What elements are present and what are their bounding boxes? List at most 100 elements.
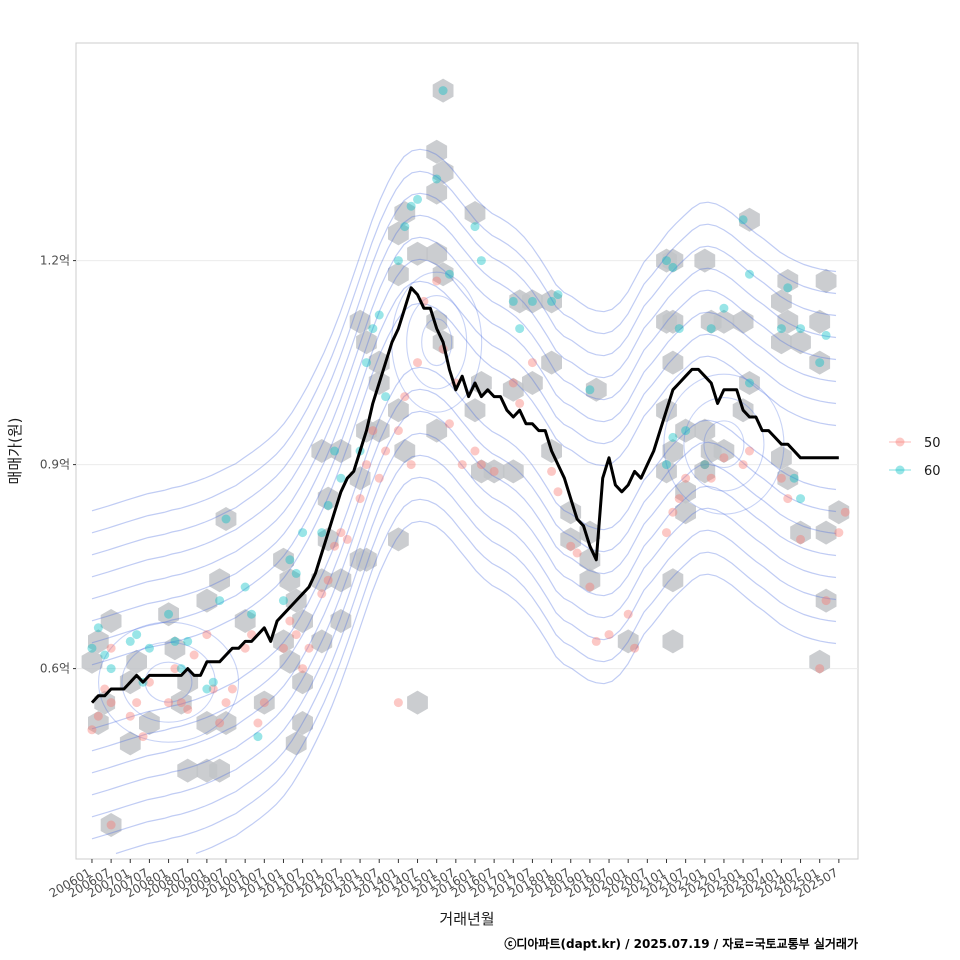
point-50 — [553, 487, 563, 497]
point-50 — [336, 528, 346, 538]
point-50 — [623, 609, 633, 619]
point-60 — [796, 324, 806, 334]
point-50 — [215, 718, 225, 728]
hexbin-cell — [88, 711, 109, 735]
point-60 — [144, 643, 154, 653]
point-50 — [700, 460, 710, 470]
density-contour — [91, 192, 837, 556]
point-50 — [508, 378, 518, 388]
point-60 — [240, 582, 250, 592]
point-50 — [706, 473, 716, 483]
point-60 — [247, 609, 257, 619]
point-50 — [604, 630, 614, 640]
point-60 — [298, 528, 308, 538]
hexbin-cell — [522, 371, 543, 395]
hexbin-cell — [388, 527, 409, 552]
hexbin-cell — [368, 418, 390, 443]
hexbin-cell — [292, 711, 313, 735]
hexbin-cell — [579, 568, 601, 593]
hexbin-cell — [809, 350, 831, 375]
point-50 — [744, 446, 754, 456]
point-60 — [393, 256, 403, 266]
point-60 — [700, 460, 710, 470]
point-60 — [323, 500, 333, 510]
hexbin-cell — [694, 418, 716, 443]
point-50 — [176, 698, 186, 708]
point-60 — [368, 324, 378, 334]
point-50 — [393, 698, 403, 708]
point-50 — [259, 698, 269, 708]
point-60 — [668, 432, 678, 442]
hexbin-cell — [100, 813, 122, 837]
hexbin-cell — [541, 350, 562, 375]
point-50 — [681, 473, 691, 483]
point-50 — [125, 711, 135, 721]
x-tick-labels: 2006012006072007012007072008012008072009… — [47, 859, 840, 901]
point-60 — [361, 358, 371, 368]
point-50 — [317, 589, 327, 599]
legend: 50 60 — [889, 436, 941, 479]
point-60 — [221, 514, 231, 524]
hexbin-cell — [662, 350, 684, 375]
hexbin-cell — [394, 201, 416, 225]
point-50 — [738, 460, 748, 470]
point-50 — [400, 392, 410, 402]
point-60 — [738, 215, 748, 225]
legend-key-50-dot — [895, 437, 905, 447]
hexbin-cell — [209, 758, 230, 783]
point-60 — [470, 222, 480, 232]
hexbin-cell — [675, 479, 696, 504]
hexbin-cell — [815, 588, 837, 613]
density-contour — [91, 170, 837, 534]
hexbin-cell — [464, 201, 486, 225]
hexbin-cell — [292, 670, 313, 695]
point-50 — [253, 718, 263, 728]
hexbin-cell — [617, 629, 639, 654]
density-contour — [91, 302, 837, 666]
point-50 — [476, 460, 486, 470]
density-contour — [91, 280, 837, 644]
point-50 — [221, 698, 231, 708]
hexbin-cell — [585, 377, 607, 402]
hexbin-cell — [483, 459, 505, 484]
point-60 — [381, 392, 391, 402]
point-60 — [444, 269, 454, 279]
density-contour — [91, 432, 837, 796]
point-60 — [208, 677, 218, 687]
point-60 — [106, 664, 116, 674]
hexbin-cell — [432, 78, 454, 103]
point-60 — [87, 643, 97, 653]
hexbin-cell — [273, 547, 294, 572]
hexbin-cell — [349, 309, 371, 334]
point-60 — [821, 330, 831, 340]
point-50 — [132, 698, 142, 708]
point-60 — [413, 194, 423, 204]
point-60 — [432, 174, 442, 184]
density-contour — [91, 476, 837, 840]
point-50 — [432, 276, 442, 286]
point-60 — [374, 310, 384, 320]
hexbin-cell — [234, 609, 256, 633]
density-contour — [91, 410, 837, 774]
density-contour-ring — [683, 396, 765, 492]
point-60 — [776, 324, 786, 334]
hexbin-cell — [662, 248, 684, 273]
hexbin-cell — [170, 690, 192, 715]
point-50 — [291, 630, 301, 640]
point-50 — [106, 698, 116, 708]
hexbin-cell — [541, 289, 562, 314]
hexbin-cell — [177, 758, 199, 783]
hexbin-cell — [560, 527, 582, 552]
point-50 — [374, 473, 384, 483]
density-contour — [91, 214, 837, 578]
hexbin-cell — [675, 500, 696, 525]
hexbin-cell — [158, 602, 179, 627]
point-60 — [317, 528, 327, 538]
point-60 — [438, 86, 448, 96]
point-50 — [304, 643, 314, 653]
point-60 — [661, 256, 671, 266]
point-60 — [706, 324, 716, 334]
hexbin-cell — [771, 445, 792, 470]
legend-key-60-dot — [895, 465, 905, 475]
